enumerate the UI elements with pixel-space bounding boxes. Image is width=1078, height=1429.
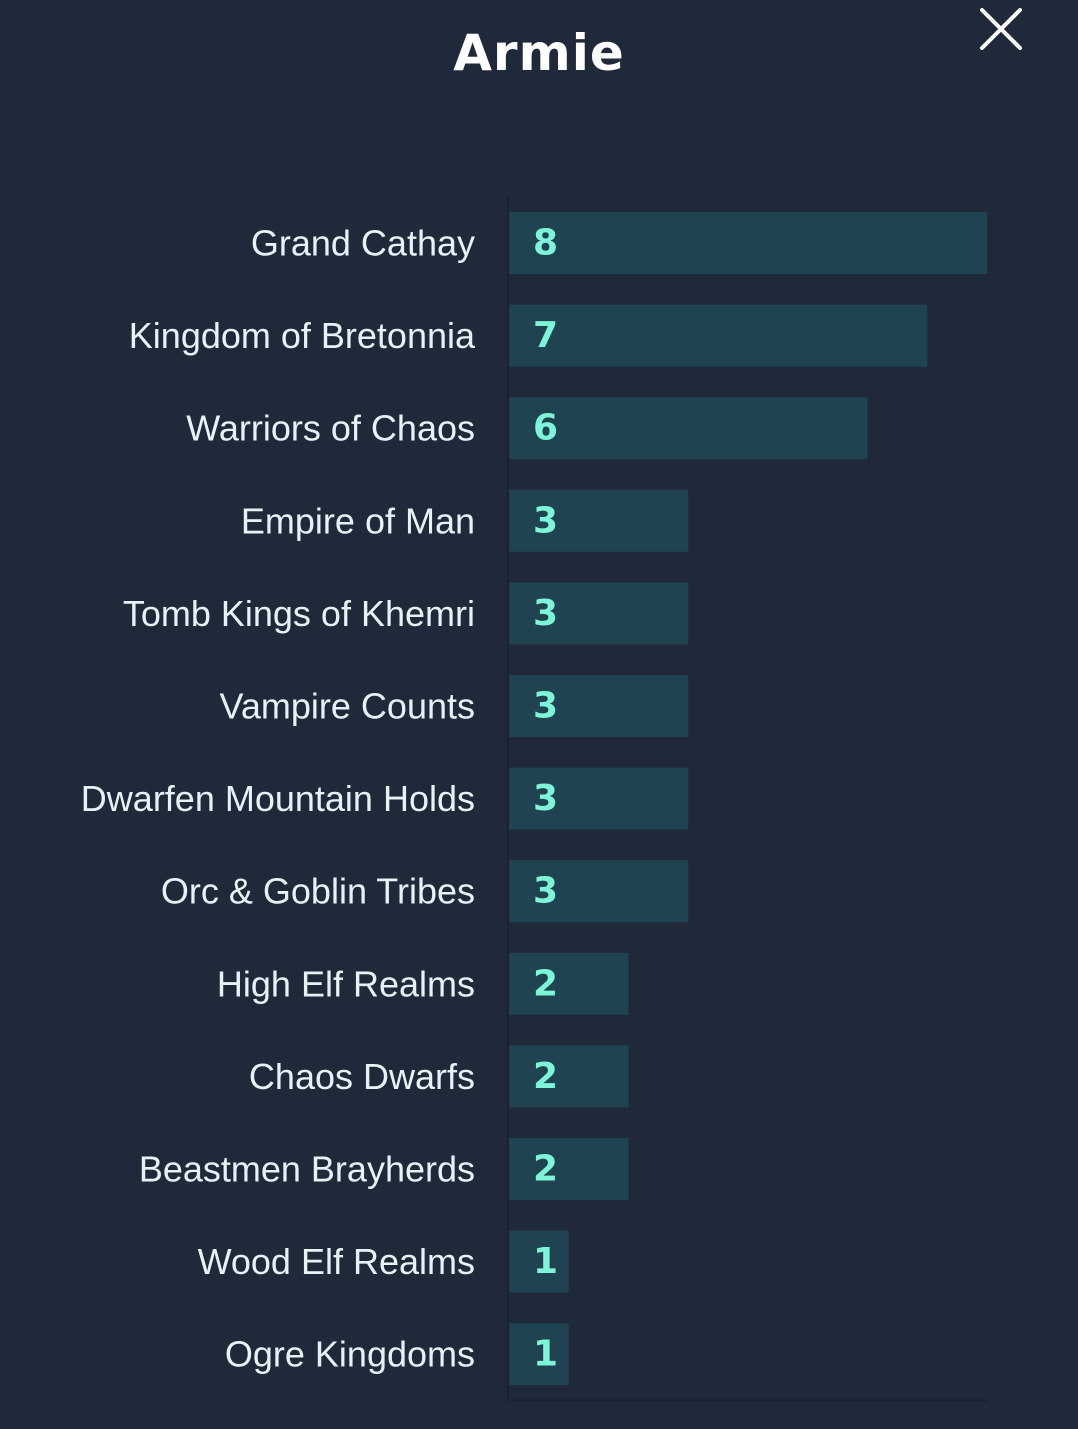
bar bbox=[509, 860, 689, 923]
category-label: Beastmen Brayherds bbox=[139, 1149, 475, 1190]
bar-row: Dwarfen Mountain Holds 3 bbox=[81, 767, 689, 830]
value-label: 1 bbox=[533, 1241, 558, 1282]
bar-row: Grand Cathay 8 bbox=[251, 212, 987, 274]
bar bbox=[509, 675, 689, 737]
bar-row: Tomb Kings of Khemri 3 bbox=[123, 582, 689, 645]
category-label: Grand Cathay bbox=[251, 223, 475, 264]
category-label: High Elf Realms bbox=[217, 963, 475, 1004]
category-label: Orc & Goblin Tribes bbox=[161, 871, 475, 912]
bar-row: Kingdom of Bretonnia 7 bbox=[129, 304, 928, 367]
value-label: 2 bbox=[533, 1149, 558, 1190]
value-label: 3 bbox=[533, 593, 558, 634]
bar bbox=[509, 1323, 569, 1386]
bar bbox=[509, 212, 987, 274]
value-label: 2 bbox=[533, 1056, 558, 1097]
value-label: 3 bbox=[533, 871, 558, 912]
bar bbox=[509, 1045, 629, 1108]
bar-row: Ogre Kingdoms 1 bbox=[225, 1323, 569, 1386]
bar-row: Beastmen Brayherds 2 bbox=[139, 1138, 629, 1200]
bar bbox=[509, 767, 689, 830]
bar bbox=[509, 952, 629, 1015]
category-label: Vampire Counts bbox=[220, 686, 475, 727]
bar bbox=[509, 397, 868, 460]
bar-row: Vampire Counts 3 bbox=[220, 675, 689, 737]
category-label: Ogre Kingdoms bbox=[225, 1334, 475, 1375]
value-label: 3 bbox=[533, 500, 558, 541]
bar-row: Warriors of Chaos 6 bbox=[186, 397, 868, 460]
bar-row: Chaos Dwarfs 2 bbox=[249, 1045, 629, 1108]
close-icon bbox=[980, 8, 1022, 50]
bar bbox=[509, 489, 689, 552]
value-label: 7 bbox=[533, 315, 558, 356]
value-label: 1 bbox=[533, 1334, 558, 1375]
value-label: 2 bbox=[533, 963, 558, 1004]
category-label: Empire of Man bbox=[241, 500, 475, 541]
chart-title: Armie bbox=[453, 24, 625, 82]
bar-row: Wood Elf Realms 1 bbox=[198, 1230, 569, 1293]
value-label: 6 bbox=[533, 408, 558, 449]
bar bbox=[509, 1138, 629, 1200]
category-label: Chaos Dwarfs bbox=[249, 1056, 475, 1097]
bar-row: High Elf Realms 2 bbox=[217, 952, 629, 1015]
bar bbox=[509, 582, 689, 645]
category-label: Kingdom of Bretonnia bbox=[129, 315, 476, 356]
value-label: 3 bbox=[533, 686, 558, 727]
value-label: 8 bbox=[533, 223, 558, 264]
bar bbox=[509, 304, 928, 367]
category-label: Tomb Kings of Khemri bbox=[123, 593, 475, 634]
category-label: Warriors of Chaos bbox=[186, 408, 475, 449]
bar-row: Orc & Goblin Tribes 3 bbox=[161, 860, 689, 923]
category-label: Dwarfen Mountain Holds bbox=[81, 778, 475, 819]
bar-row: Empire of Man 3 bbox=[241, 489, 689, 552]
close-button[interactable] bbox=[978, 6, 1024, 52]
value-label: 3 bbox=[533, 778, 558, 819]
category-label: Wood Elf Realms bbox=[198, 1241, 475, 1282]
bar bbox=[509, 1230, 569, 1293]
